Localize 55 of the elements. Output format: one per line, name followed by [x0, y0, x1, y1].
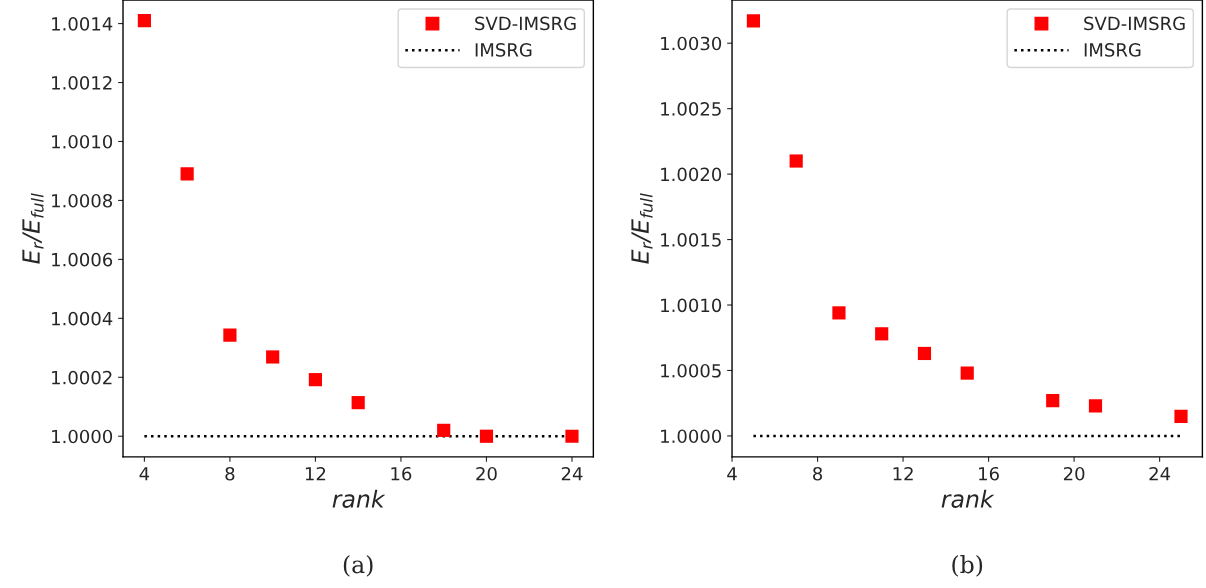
- x-tick-label: 8: [225, 466, 235, 481]
- legend-label: IMSRG: [475, 43, 532, 57]
- legend-label: SVD-IMSRG: [475, 16, 576, 31]
- y-tick-label: 1.0004: [52, 311, 113, 326]
- text: (a): [343, 555, 373, 577]
- point: [789, 154, 803, 168]
- x-tick-label: 20: [1063, 466, 1085, 481]
- x-axis-title: rank: [941, 489, 995, 508]
- y-tick-label: 1.0015: [661, 233, 721, 247]
- x-tick-label: 12: [305, 466, 326, 481]
- y-tick-label: 1.0008: [52, 193, 113, 208]
- y-tick-label: 1.0020: [661, 167, 722, 182]
- x-tick-label: 4: [139, 467, 150, 481]
- point: [308, 373, 323, 387]
- point: [266, 350, 280, 364]
- x-tick-label: 24: [1149, 466, 1171, 481]
- point: [832, 306, 846, 320]
- x-tick-label: 20: [476, 466, 497, 481]
- y-tick-label: 1.0012: [52, 75, 112, 90]
- y-tick-label: 1.0030: [661, 36, 722, 51]
- y-tick-label: 1.0000: [52, 429, 113, 444]
- y-axis-title: E$_{r}$/E$_{full}$: [631, 193, 653, 264]
- point: [223, 328, 237, 342]
- x-tick-label: 16: [979, 466, 999, 481]
- point: [479, 429, 494, 443]
- point: [1174, 409, 1188, 423]
- point: [1088, 399, 1103, 413]
- y-tick-label: 1.0025: [661, 102, 721, 116]
- legend-label: IMSRG: [1084, 43, 1141, 57]
- x-tick-label: 4: [727, 467, 737, 481]
- x-axis-title: rank: [332, 489, 386, 508]
- point: [137, 14, 151, 28]
- x-tick-label: 16: [391, 466, 412, 481]
- point: [746, 14, 761, 28]
- point: [351, 396, 365, 410]
- x-tick-label: 12: [893, 466, 913, 481]
- point: [565, 429, 579, 443]
- point: [875, 327, 889, 341]
- point: [1046, 394, 1060, 408]
- y-tick-label: 1.0000: [661, 429, 722, 444]
- y-tick-label: 1.0006: [52, 252, 113, 267]
- x-tick-label: 8: [813, 466, 823, 481]
- y-tick-label: 1.0005: [661, 363, 721, 378]
- y-tick-label: 1.0010: [661, 298, 722, 313]
- point: [917, 346, 932, 361]
- y-axis-title: E$_{r}$/E$_{full}$: [22, 193, 44, 264]
- y-tick-label: 1.0002: [52, 370, 112, 385]
- point: [437, 423, 451, 437]
- y-tick-label: 1.0010: [52, 134, 113, 149]
- point: [960, 366, 974, 380]
- legend-label: SVD-IMSRG: [1084, 16, 1185, 31]
- x-tick-label: 24: [561, 466, 583, 481]
- point: [180, 167, 194, 181]
- text: (b): [952, 555, 983, 577]
- y-tick-label: 1.0014: [52, 17, 113, 31]
